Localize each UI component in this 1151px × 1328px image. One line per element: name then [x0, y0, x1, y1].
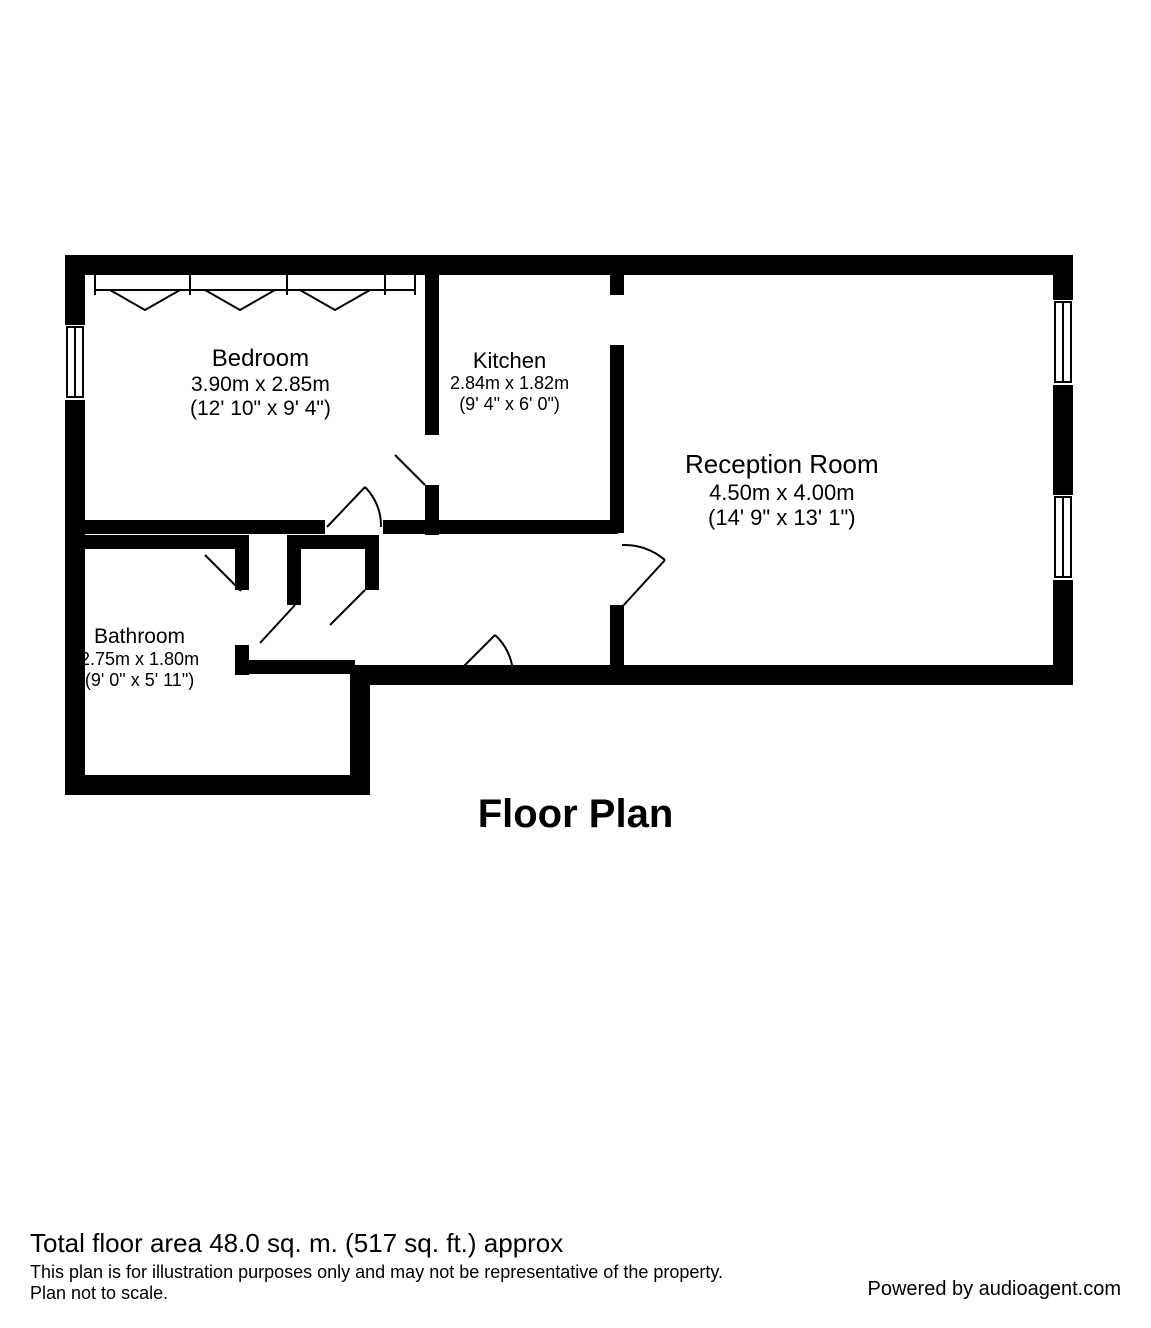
kitchen-name: Kitchen [450, 348, 569, 373]
plan-title: Floor Plan [0, 792, 1151, 837]
footer-disclaimer: This plan is for illustration purposes o… [30, 1262, 723, 1304]
bedroom-dim-metric: 3.90m x 2.85m [190, 373, 331, 397]
reception-dim-imperial: (14' 9" x 13' 1") [685, 505, 879, 530]
footer-area-line: Total floor area 48.0 sq. m. (517 sq. ft… [30, 1228, 563, 1259]
bedroom-dim-imperial: (12' 10" x 9' 4") [190, 397, 331, 421]
kitchen-label: Kitchen 2.84m x 1.82m (9' 4" x 6' 0") [450, 348, 569, 415]
reception-dim-metric: 4.50m x 4.00m [685, 480, 879, 505]
floor-plan-svg [65, 255, 1085, 815]
footer-disclaimer-line1: This plan is for illustration purposes o… [30, 1262, 723, 1282]
footer-disclaimer-line2: Plan not to scale. [30, 1283, 168, 1303]
footer-powered-by: Powered by audioagent.com [868, 1278, 1122, 1301]
kitchen-dim-metric: 2.84m x 1.82m [450, 373, 569, 394]
kitchen-dim-imperial: (9' 4" x 6' 0") [450, 394, 569, 415]
bedroom-name: Bedroom [190, 345, 331, 373]
reception-name: Reception Room [685, 450, 879, 480]
floor-plan-page: Bedroom 3.90m x 2.85m (12' 10" x 9' 4") … [0, 0, 1151, 1328]
bedroom-label: Bedroom 3.90m x 2.85m (12' 10" x 9' 4") [190, 345, 331, 421]
bathroom-dim-imperial: (9' 0" x 5' 11") [80, 670, 199, 691]
bathroom-dim-metric: 2.75m x 1.80m [80, 649, 199, 670]
reception-label: Reception Room 4.50m x 4.00m (14' 9" x 1… [685, 450, 879, 530]
bathroom-label: Bathroom 2.75m x 1.80m (9' 0" x 5' 11") [80, 625, 199, 691]
bathroom-name: Bathroom [80, 625, 199, 649]
